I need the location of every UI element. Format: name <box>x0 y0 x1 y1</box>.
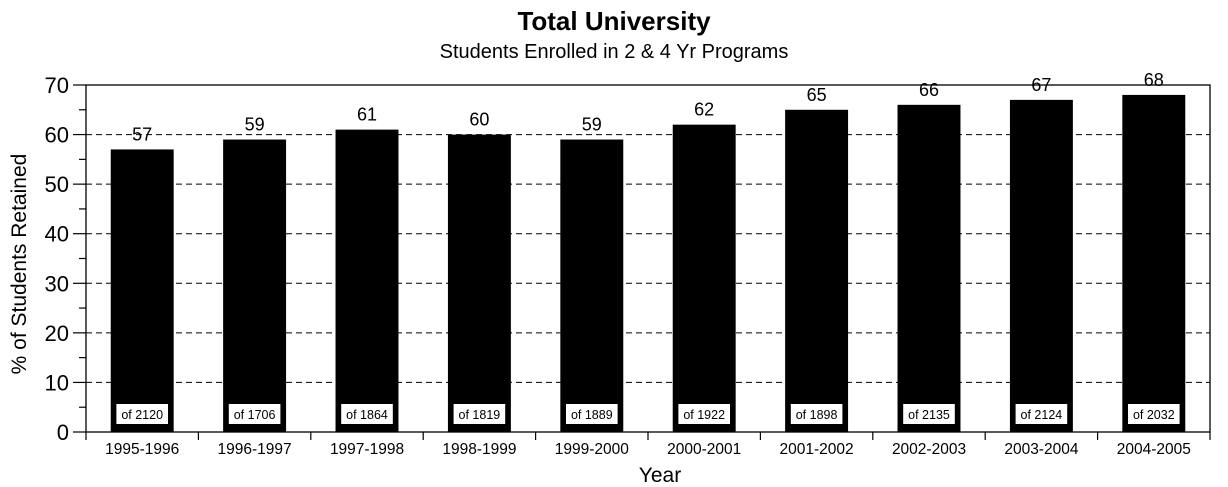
bar <box>223 139 287 432</box>
bar <box>560 139 624 432</box>
bar-count-label: of 1706 <box>234 408 276 422</box>
bar-count-box <box>1015 404 1068 424</box>
data-label: 59 <box>582 115 602 135</box>
data-label: 61 <box>357 105 377 125</box>
bar-count-label: of 1889 <box>571 408 613 422</box>
y-tick-label: 30 <box>45 271 69 296</box>
y-tick-label: 20 <box>45 321 69 346</box>
bar-count-box <box>341 404 393 424</box>
data-label: 59 <box>245 115 265 135</box>
x-tick-label: 1996-1997 <box>218 441 292 458</box>
x-tick-label: 2004-2005 <box>1117 441 1191 458</box>
x-tick-label: 1995-1996 <box>105 441 179 458</box>
bar-count-box <box>565 404 618 424</box>
bar-count-box <box>116 404 169 424</box>
chart-subtitle: Students Enrolled in 2 & 4 Yr Programs <box>440 41 789 63</box>
x-tick-label: 1998-1999 <box>442 441 516 458</box>
x-tick-label: 1999-2000 <box>555 441 630 458</box>
bar-count-box <box>228 404 281 424</box>
bar-count-label: of 2032 <box>1133 408 1175 422</box>
plot-frame <box>85 84 1211 433</box>
bar-count-label: of 1864 <box>346 408 388 422</box>
bar <box>1122 94 1186 433</box>
y-tick-label: 50 <box>45 172 69 197</box>
bar <box>110 149 174 432</box>
bar-count-box <box>790 404 843 424</box>
bar-count-label: of 2124 <box>1021 408 1063 422</box>
bar-count-box <box>1127 404 1180 424</box>
x-tick-label: 2001-2002 <box>780 441 854 458</box>
bar <box>785 109 849 433</box>
bar <box>335 129 399 432</box>
plot-area: 57 of 2120 59 of 1706 61 of 1864 60 of 1819 59 of… <box>45 70 1211 458</box>
bar-count-box <box>453 404 506 424</box>
bar-count-label: of 1922 <box>683 408 725 422</box>
x-tick-label: 2002-2003 <box>892 441 966 458</box>
data-label: 57 <box>132 124 152 144</box>
y-tick-label: 70 <box>45 73 69 98</box>
bar-count-box <box>903 404 955 424</box>
bar-count-label: of 1898 <box>796 408 838 422</box>
data-label: 66 <box>919 80 939 100</box>
bar-count-box <box>678 404 731 424</box>
x-tick-label: 2000-2001 <box>667 441 741 458</box>
bar <box>897 104 961 432</box>
bar-count-label: of 2135 <box>908 408 950 422</box>
data-label: 65 <box>807 85 827 105</box>
y-tick-label: 60 <box>45 123 69 148</box>
data-label: 62 <box>694 100 714 120</box>
bar <box>447 134 511 433</box>
data-label: 60 <box>469 110 489 130</box>
data-label: 68 <box>1144 70 1164 90</box>
y-axis-label: % of Students Retained <box>8 154 31 375</box>
bar-count-label: of 2120 <box>121 408 163 422</box>
y-tick-label: 0 <box>57 420 69 445</box>
bar <box>672 124 736 433</box>
x-tick-label: 2003-2004 <box>1004 441 1079 458</box>
x-tick-label: 1997-1998 <box>330 441 404 458</box>
bar-count-label: of 1819 <box>459 408 501 422</box>
y-tick-label: 40 <box>45 222 69 247</box>
y-tick-label: 10 <box>45 370 69 395</box>
chart-title: Total University <box>517 6 711 36</box>
bar <box>1009 99 1073 432</box>
x-axis-label: Year <box>639 464 681 487</box>
